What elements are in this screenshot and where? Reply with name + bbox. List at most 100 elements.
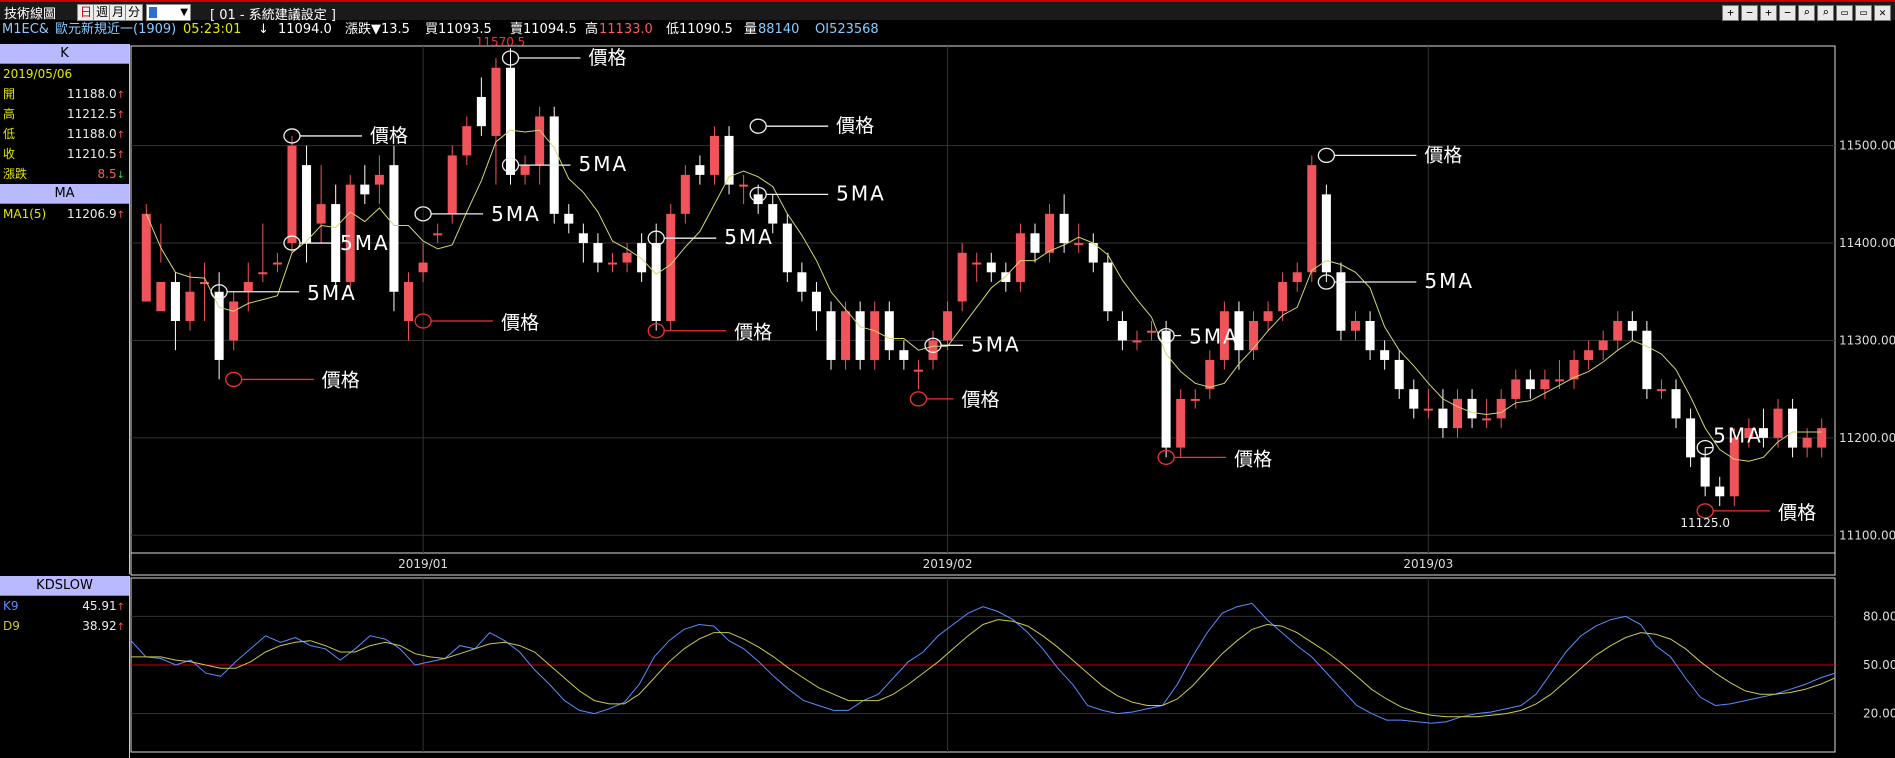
candle-body: [141, 213, 151, 302]
candle-body: [739, 184, 749, 187]
annotation-circle: [1696, 503, 1714, 519]
candle-body: [1642, 330, 1652, 390]
zoom-in-icon[interactable]: ⌕: [1798, 5, 1815, 21]
candle-body: [1423, 408, 1433, 411]
restore-icon[interactable]: ▭: [1836, 5, 1853, 21]
candle-body: [1219, 311, 1229, 360]
candle-body: [564, 213, 574, 224]
period-select[interactable]: ▼: [146, 4, 191, 21]
price-annotation-label: 價格: [961, 389, 999, 411]
timeframe-minute[interactable]: 分: [125, 4, 144, 21]
candle-body: [1788, 408, 1798, 448]
candle-body: [768, 204, 778, 224]
price-annotation-label: 價格: [589, 47, 627, 69]
candle-body: [1234, 311, 1244, 351]
candle-body: [1729, 437, 1739, 497]
annotation-circle: [210, 284, 228, 300]
timeframe-day[interactable]: 日: [77, 4, 96, 21]
window-title: 技術線圖: [4, 7, 57, 22]
kd-plot-frame: [130, 577, 1836, 753]
contract-name: 歐元新規近一(1909): [55, 22, 177, 37]
ma-annotation-label: 5MA: [307, 281, 357, 305]
candle-body: [1613, 320, 1623, 341]
open-value: 11188.0: [66, 87, 117, 101]
candle-body: [1467, 398, 1477, 419]
add-icon[interactable]: +: [1722, 5, 1739, 21]
candle-body: [1045, 213, 1055, 253]
low: 低11090.5: [666, 22, 733, 37]
open-interest: OI523568: [815, 22, 879, 37]
candle-body: [1190, 398, 1200, 401]
price-tick-label: 11200.00: [1839, 431, 1895, 445]
zoom-out-icon[interactable]: ⌕: [1817, 5, 1834, 21]
close-row-label: 收: [3, 147, 16, 161]
up-arrow-icon: ↑: [116, 90, 125, 101]
candle-body: [651, 243, 661, 321]
annotation-circle: [924, 337, 942, 353]
chevron-down-icon: ▼: [180, 7, 188, 18]
candle-body: [185, 291, 195, 321]
info-panel-price: K 2019/05/06 開 11188.0↑ 高 11212.5↑ 低 11188.…: [0, 44, 130, 574]
bar-date: 2019/05/06: [3, 67, 73, 81]
candle-body: [549, 116, 559, 214]
candle-body: [535, 116, 545, 166]
plus-icon[interactable]: +: [1760, 5, 1777, 21]
setting-label: [ 01 - 系統建議設定 ]: [210, 8, 336, 23]
ma-line: [145, 129, 1822, 462]
candle-body: [331, 204, 341, 283]
candle-body: [913, 369, 923, 372]
date-axis-frame: [130, 552, 1836, 576]
candle-body: [680, 174, 690, 214]
minus-icon[interactable]: −: [1741, 5, 1758, 21]
candle-body: [1176, 398, 1186, 448]
annotation-circle: [501, 157, 520, 173]
candle-body: [505, 67, 516, 175]
candle-body: [593, 243, 603, 263]
annotation-circle: [501, 50, 520, 66]
maximize-icon[interactable]: ▭: [1855, 5, 1872, 21]
candle-body: [258, 272, 268, 275]
annotation-circle: [283, 128, 301, 144]
candle-body: [1205, 359, 1215, 390]
annotation-circle: [1696, 439, 1714, 456]
candle-body: [1380, 350, 1390, 360]
candle-body: [214, 291, 224, 360]
candle-body: [709, 135, 719, 175]
candle-body: [695, 165, 705, 175]
candle-body: [1321, 194, 1331, 273]
high-row-label: 高: [3, 107, 16, 121]
up-arrow-icon: ↑: [116, 150, 125, 161]
candle-body: [1336, 272, 1346, 331]
candle-body: [360, 184, 370, 195]
annotation-circle: [909, 391, 928, 407]
candle-body: [1263, 311, 1273, 321]
low-price-label: 11125.0: [1680, 516, 1730, 530]
annotation-circle: [414, 206, 432, 222]
candle-body: [1249, 320, 1259, 351]
price-annotation-label: 價格: [734, 322, 772, 344]
candle-body: [943, 311, 953, 341]
kd-tick-label: 50.00: [1863, 658, 1895, 672]
quote-time: 05:23:01: [183, 22, 242, 37]
candle-body: [870, 311, 880, 360]
candle-body: [826, 311, 836, 360]
last-price: 11094.0: [278, 22, 332, 37]
close-icon[interactable]: ✕: [1874, 5, 1891, 21]
minus-icon[interactable]: −: [1779, 5, 1796, 21]
candle-body: [884, 311, 894, 351]
candle-body: [229, 301, 239, 341]
candle-body: [404, 282, 414, 321]
date-tick-label: 2019/03: [1403, 557, 1453, 571]
timeframe-month[interactable]: 月: [109, 4, 128, 21]
price-tick-label: 11400.00: [1839, 236, 1895, 250]
candle-body: [724, 135, 734, 185]
candle-body: [782, 223, 792, 273]
candle-body: [1030, 233, 1040, 253]
candle-body: [1307, 165, 1317, 273]
ma-annotation-label: 5MA: [491, 202, 541, 226]
k-panel-header: K: [0, 44, 129, 64]
price-annotation-label: 價格: [1778, 502, 1816, 524]
annotation-circle: [1157, 327, 1175, 344]
d-line: [131, 619, 1836, 718]
ma-annotation-label: 5MA: [971, 332, 1021, 356]
